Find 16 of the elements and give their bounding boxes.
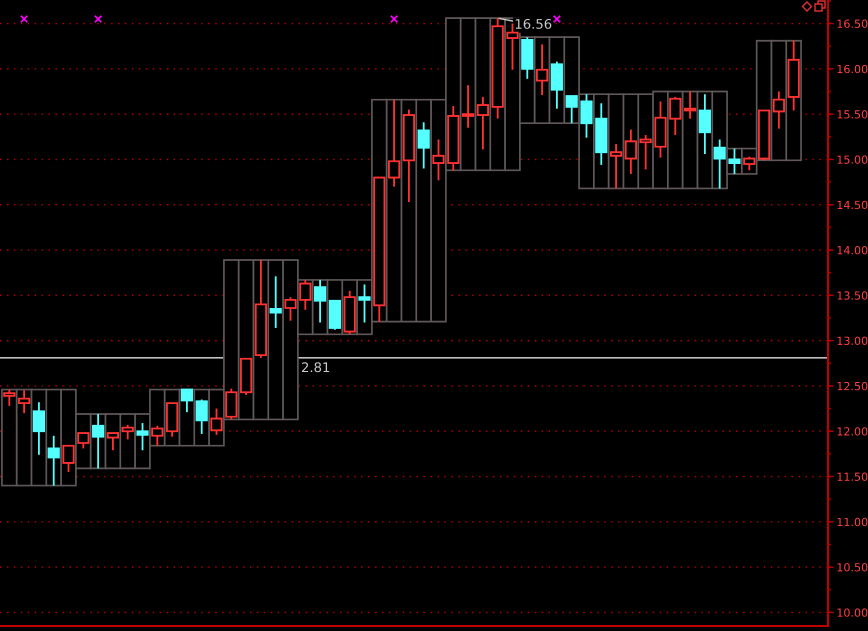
y-tick-label: 12.50 — [838, 382, 868, 390]
y-tick-label: 16.50 — [838, 20, 868, 28]
y-tick-label: 10.50 — [838, 563, 868, 572]
y-tick-label: 15.50 — [838, 110, 868, 119]
y-tick-label: 11.50 — [838, 472, 868, 481]
y-tick-label: 14.50 — [838, 200, 868, 210]
y-tick-label: 13.50 — [838, 291, 868, 300]
y-tick-label: 11.00 — [838, 518, 868, 526]
y-tick-label: 13.00 — [838, 336, 868, 346]
y-tick-label: 15.00 — [838, 155, 868, 164]
annotation: 2.81 — [302, 362, 330, 372]
y-tick-label: 12.00 — [838, 427, 868, 436]
y-tick-label: 10.00 — [838, 608, 868, 617]
y-tick-label: 14.00 — [838, 246, 868, 254]
annotation: 16.56 — [516, 18, 552, 29]
y-tick-label: 16.00 — [838, 64, 868, 74]
